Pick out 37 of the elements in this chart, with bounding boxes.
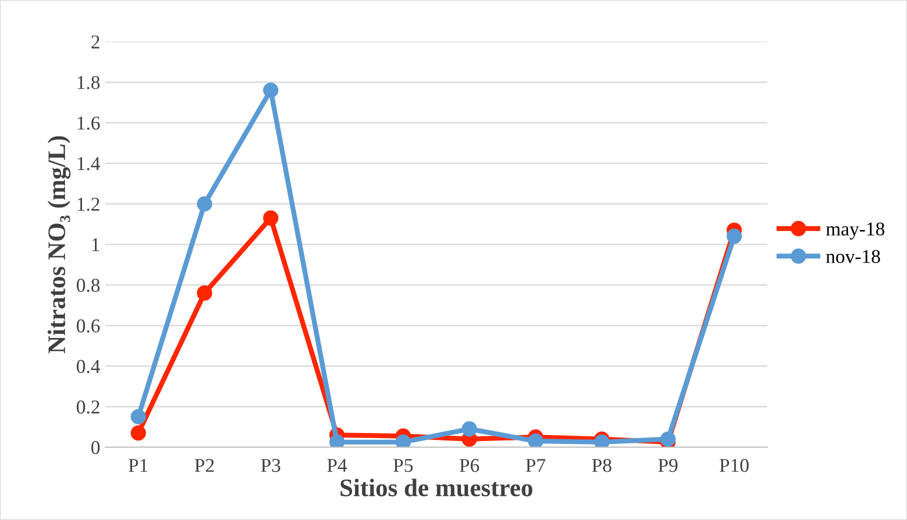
- y-tick-label: 0.6: [76, 319, 100, 333]
- x-tick-label: P9: [658, 458, 678, 472]
- x-tick-label: P3: [261, 458, 280, 472]
- y-tick-label: 0.2: [76, 400, 100, 414]
- point: [396, 434, 411, 448]
- point: [196, 196, 212, 212]
- x-tick-label: P1: [128, 458, 148, 472]
- point: [263, 82, 278, 98]
- y-tick-label: 1.6: [78, 116, 100, 130]
- x-tick-label: P2: [194, 458, 214, 472]
- y-tick-label: 1.4: [78, 157, 100, 170]
- x-tick-label: P5: [393, 459, 413, 472]
- y-tick-label: 0.8: [76, 278, 100, 292]
- y-tick-label: 0.4: [76, 360, 100, 374]
- point: [130, 425, 146, 441]
- point: [462, 421, 478, 437]
- y-axis-title: Nitratos NO₃ (mg/L): [48, 136, 70, 354]
- y-tick-label: 1: [92, 238, 100, 252]
- point: [263, 210, 278, 226]
- x-tick-label: P10: [720, 458, 749, 472]
- legend-label: may-18: [826, 222, 884, 240]
- x-tick-label: P7: [526, 459, 546, 472]
- point: [329, 434, 345, 448]
- x-tick-label: P6: [460, 458, 480, 472]
- y-tick-label: 2: [91, 35, 100, 48]
- point: [726, 228, 742, 244]
- point: [196, 285, 212, 301]
- point: [528, 433, 544, 448]
- x-tick-label: P8: [592, 458, 612, 472]
- x-tick-label: P4: [327, 459, 347, 472]
- legend-label: nov-18: [826, 250, 880, 264]
- y-tick-label: 0: [91, 441, 100, 454]
- y-tick-label: 1.2: [78, 198, 100, 211]
- y-tick-label: 1.8: [78, 76, 100, 90]
- point: [594, 434, 610, 448]
- point: [130, 409, 146, 424]
- x-axis-title: Sitios de muestreo: [340, 478, 532, 496]
